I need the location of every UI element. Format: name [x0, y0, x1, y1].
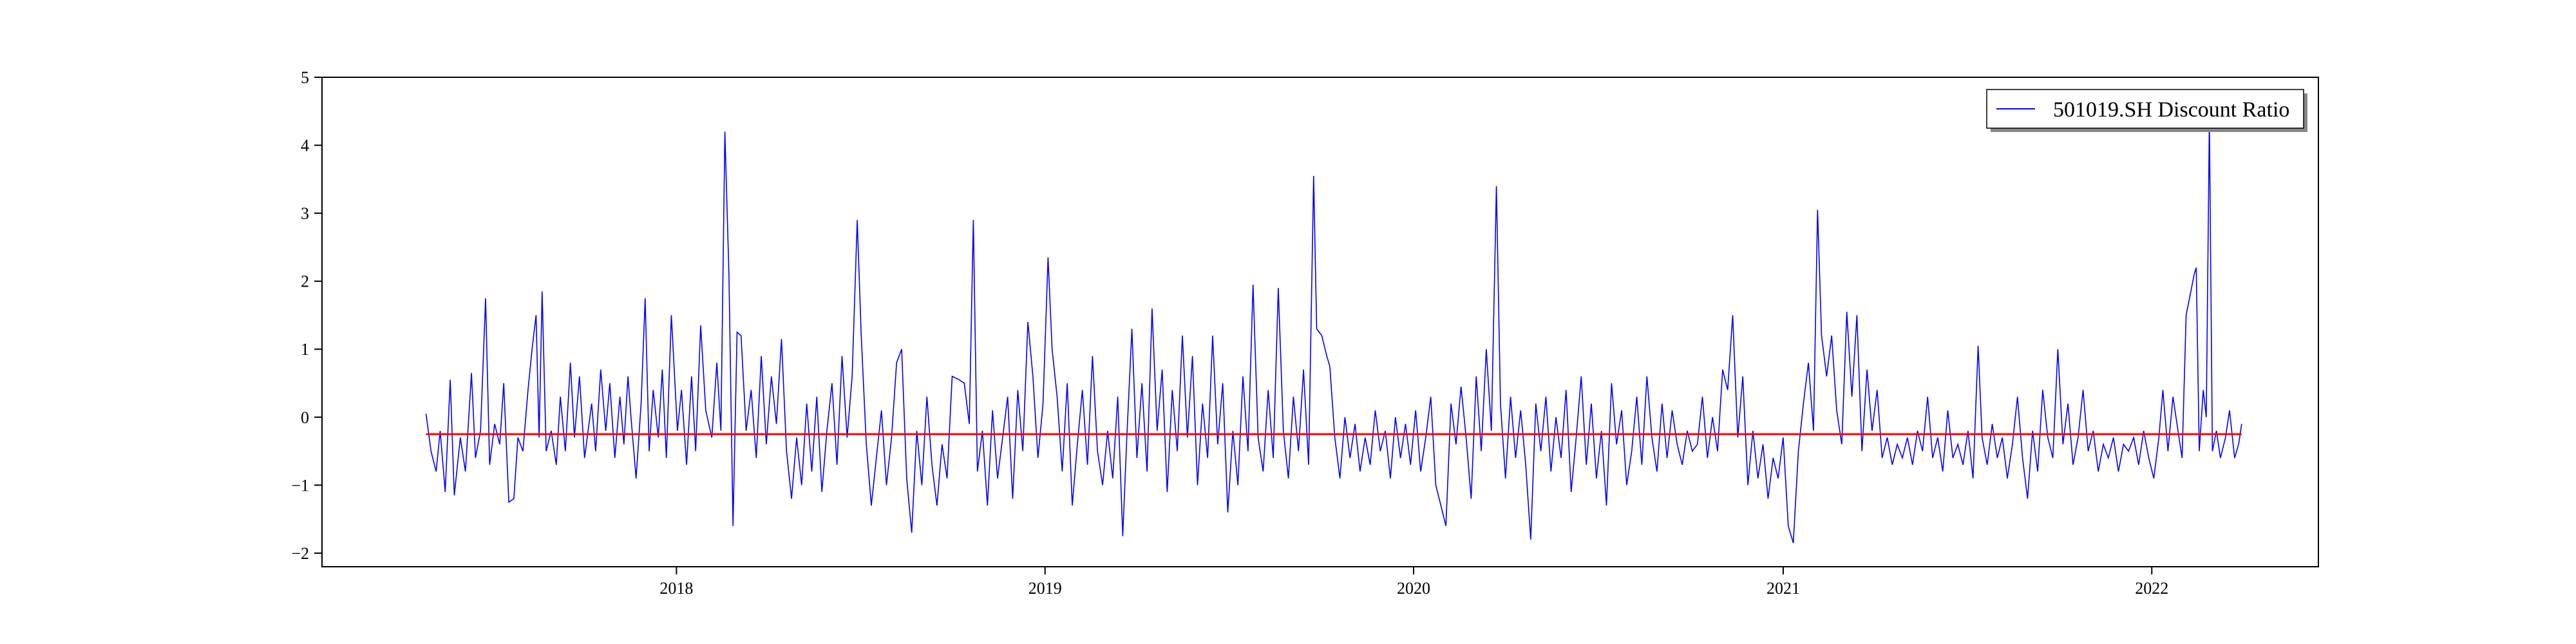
legend: 501019.SH Discount Ratio	[1986, 89, 2307, 132]
y-tick-label: 3	[301, 204, 309, 223]
series-layer	[425, 118, 2242, 544]
plot-frame	[321, 77, 2319, 567]
x-tick-label: 2021	[1766, 579, 1800, 598]
y-tick-label: 5	[301, 68, 309, 87]
x-tick-label: 2020	[1397, 579, 1430, 598]
x-tick-label: 2022	[2135, 579, 2168, 598]
y-tick-label: 1	[301, 340, 309, 359]
y-tick-label: 0	[301, 408, 309, 427]
x-tick-label: 2018	[659, 579, 693, 598]
y-tick-label: −1	[291, 476, 309, 495]
y-tick-label: 2	[301, 272, 309, 291]
x-tick-label: 2019	[1028, 579, 1062, 598]
legend-box	[1986, 89, 2304, 129]
series-line-discount-ratio	[425, 118, 2242, 544]
legend-label: 501019.SH Discount Ratio	[2053, 98, 2289, 122]
y-tick-label: 4	[301, 137, 309, 155]
plot-background	[322, 77, 2318, 567]
x-axis: 2018 2019 2020 2021 2022	[659, 567, 2168, 598]
y-axis: −2 −1 0 1 2 3 4 5	[291, 68, 322, 563]
y-tick-label: −2	[291, 544, 309, 563]
